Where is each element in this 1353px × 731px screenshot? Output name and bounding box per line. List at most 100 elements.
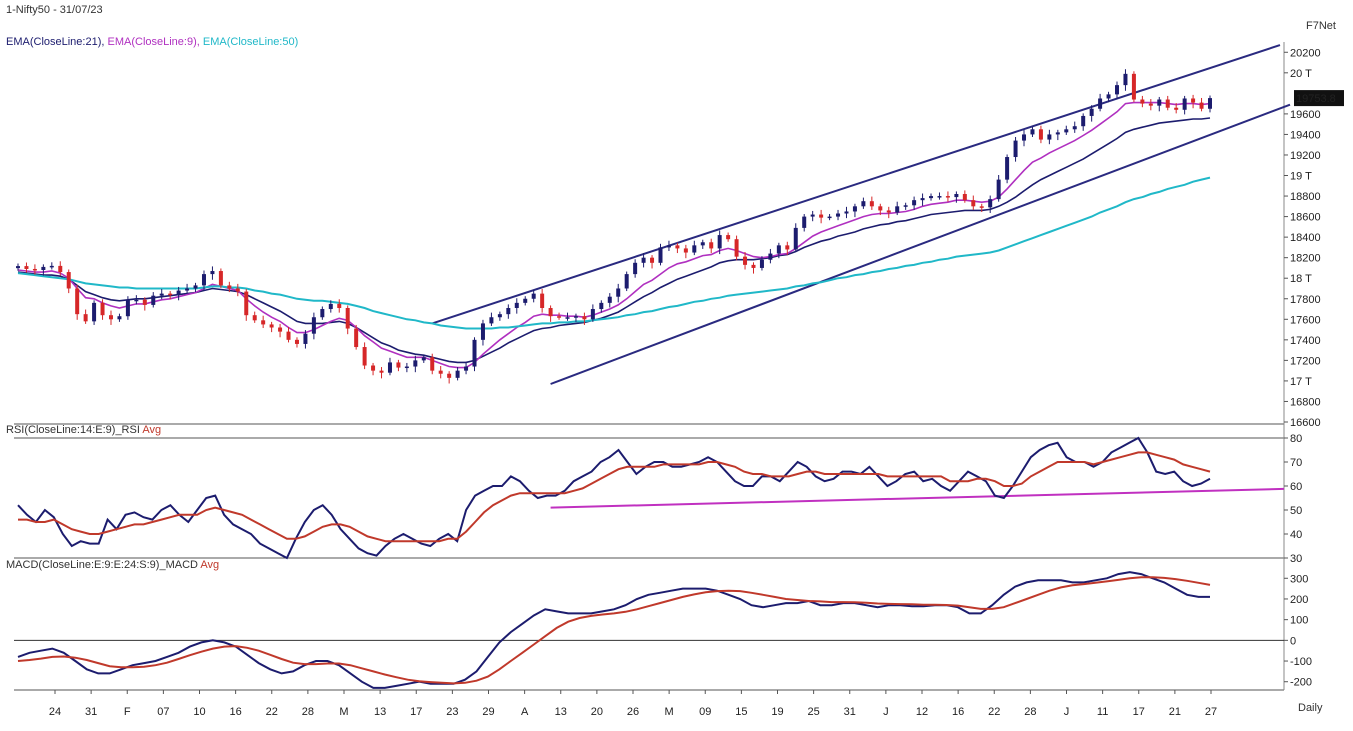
- candle-body: [599, 302, 604, 310]
- candle: [1030, 126, 1035, 137]
- rsi-y-tick-label: 50: [1290, 505, 1302, 517]
- candle-body: [58, 265, 63, 273]
- x-tick-label: 25: [808, 706, 820, 718]
- candle: [16, 263, 20, 271]
- candle: [514, 298, 519, 314]
- candle: [294, 337, 299, 348]
- candle: [929, 193, 934, 201]
- price-y-tick-label: 17600: [1290, 314, 1321, 326]
- ema21-legend: EMA(CloseLine:21),: [6, 36, 105, 48]
- candle-body: [134, 299, 139, 302]
- ema9-legend: EMA(CloseLine:9),: [107, 36, 200, 48]
- x-tick-label: 28: [1024, 706, 1036, 718]
- candle: [159, 289, 164, 300]
- candle-body: [1089, 108, 1094, 116]
- candle-body: [1208, 98, 1212, 109]
- candle-body: [607, 296, 612, 303]
- candle: [92, 300, 97, 325]
- channel-lower-line: [550, 103, 1291, 385]
- candle: [895, 201, 900, 216]
- candle-body: [497, 314, 502, 318]
- candle: [421, 354, 426, 363]
- candle: [303, 330, 308, 349]
- candle-body: [1038, 129, 1043, 140]
- macd-y-tick-label: 200: [1290, 594, 1308, 606]
- candle-body: [717, 235, 722, 249]
- candle-body: [1148, 103, 1153, 106]
- rsi-legend: RSI(CloseLine:14:E:9)_RSI: [6, 424, 140, 436]
- candle: [24, 262, 29, 273]
- candle: [472, 337, 477, 372]
- candle-body: [464, 366, 469, 371]
- candle-body: [168, 293, 173, 296]
- candle: [886, 206, 891, 219]
- candle: [1055, 129, 1060, 141]
- x-tick-label: 31: [85, 706, 97, 718]
- candle: [641, 253, 646, 268]
- ema50-line: [17, 176, 1211, 330]
- price-y-tick-label: 17400: [1290, 335, 1321, 347]
- candle: [345, 305, 350, 335]
- x-tick-label: F: [124, 706, 131, 718]
- candle: [134, 295, 139, 305]
- candle-body: [810, 214, 815, 217]
- candle-body: [852, 206, 857, 212]
- candle-body: [227, 285, 232, 289]
- candle-body: [320, 309, 325, 318]
- candle: [210, 266, 215, 280]
- candle-body: [903, 205, 908, 207]
- candle-body: [506, 308, 511, 315]
- candle-body: [861, 201, 866, 207]
- rsi-y-tick-label: 70: [1290, 457, 1302, 469]
- x-tick-label: 24: [49, 706, 61, 718]
- candle: [1157, 96, 1162, 112]
- candle-body: [557, 316, 562, 318]
- candle: [58, 261, 63, 276]
- period-label: Daily: [1298, 702, 1323, 714]
- candle-body: [1098, 98, 1103, 109]
- candle: [827, 214, 832, 221]
- candle-body: [751, 264, 756, 268]
- candle: [151, 292, 156, 308]
- candle-body: [83, 314, 88, 322]
- macd-y-tick-label: -200: [1290, 677, 1312, 689]
- candle: [717, 230, 722, 255]
- candle: [1005, 154, 1010, 184]
- x-tick-label: 27: [1205, 706, 1217, 718]
- candle-body: [371, 365, 376, 371]
- candle: [1013, 137, 1018, 162]
- candle: [582, 312, 587, 325]
- x-tick-label: 17: [410, 706, 422, 718]
- candle: [1140, 95, 1145, 108]
- candle: [41, 264, 46, 276]
- candle: [396, 359, 401, 372]
- candle: [590, 304, 595, 322]
- candle: [540, 289, 545, 313]
- candle-body: [480, 323, 485, 340]
- macd-y-tick-label: -100: [1290, 656, 1312, 668]
- price-y-tick-label: 20 T: [1290, 68, 1312, 80]
- candle-body: [252, 315, 257, 321]
- rsi-avg-line: [18, 451, 1211, 543]
- candle: [1098, 93, 1103, 112]
- candle: [75, 284, 80, 320]
- macd-avg-line: [17, 576, 1211, 685]
- candle-body: [776, 245, 781, 254]
- candle-body: [734, 239, 739, 257]
- candle: [675, 242, 680, 254]
- candle: [337, 299, 342, 313]
- candle: [869, 196, 874, 210]
- x-tick-label: 23: [446, 706, 458, 718]
- candle-body: [396, 362, 401, 368]
- candle-body: [1013, 140, 1018, 158]
- candle: [447, 371, 452, 384]
- candle: [836, 209, 841, 221]
- macd-y-tick-label: 300: [1290, 573, 1308, 585]
- x-tick-label: 09: [699, 706, 711, 718]
- price-y-tick-label: 20200: [1290, 47, 1321, 59]
- candle: [430, 353, 435, 375]
- candle-body: [573, 316, 578, 318]
- candle-body: [759, 259, 764, 268]
- candle-body: [125, 299, 130, 317]
